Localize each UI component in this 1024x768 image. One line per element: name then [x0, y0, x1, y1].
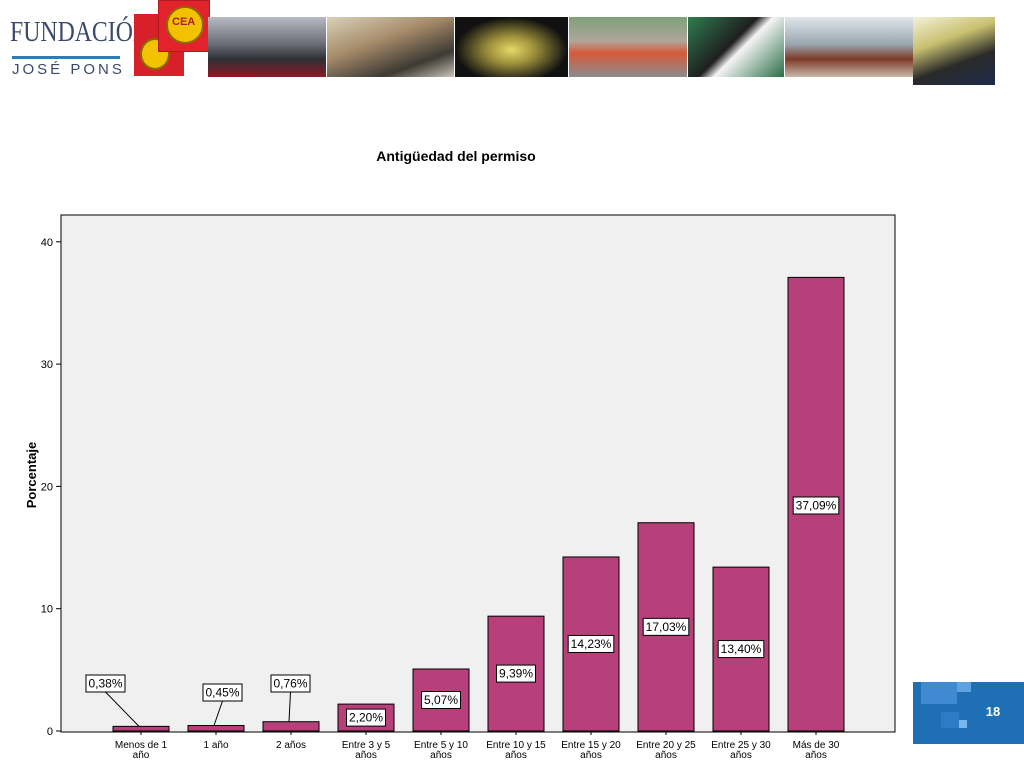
data-label: 14,23% — [571, 637, 612, 651]
x-tick-label: años — [730, 750, 752, 761]
plot-area — [60, 214, 896, 733]
data-label-box — [346, 708, 386, 727]
y-tick-label: 20 — [41, 481, 53, 493]
data-label: 0,45% — [205, 686, 239, 700]
x-tick-label: Entre 15 y 20 — [561, 740, 621, 751]
x-tick-label: años — [805, 750, 827, 761]
bars: 0,38% 0,45% 0,76% 2,20% 5,07% 9,39% 14,23% 17,0… — [85, 276, 845, 732]
data-label: 9,39% — [499, 667, 533, 681]
photo-crash-dummy — [455, 17, 568, 77]
x-tick-label: años — [505, 750, 527, 761]
cea-logo-text: CEA — [172, 16, 196, 28]
data-label: 5,07% — [424, 693, 458, 707]
data-label: 0,76% — [273, 677, 307, 691]
x-tick-label: Entre 10 y 15 — [486, 740, 546, 751]
y-tick-label: 40 — [41, 237, 53, 249]
page-number-badge: 18 — [913, 682, 1024, 744]
data-label-leader — [213, 700, 223, 726]
data-label-box — [421, 690, 461, 709]
photo-road-map — [688, 17, 784, 77]
data-label: 13,40% — [721, 642, 762, 656]
data-label: 17,03% — [646, 620, 687, 634]
y-tick-label: 10 — [41, 604, 53, 616]
photo-police — [913, 17, 995, 85]
y-axis-label: Porcentaje — [24, 442, 39, 508]
decor-tile — [959, 720, 967, 728]
x-tick-label: Más de 30 — [793, 740, 840, 751]
y-axis: 0 10 20 30 40 — [41, 237, 61, 738]
data-label-leader — [288, 691, 291, 722]
photo-traffic — [208, 17, 326, 77]
data-label: 0,38% — [88, 677, 122, 691]
x-tick-label: 1 año — [203, 740, 228, 751]
x-tick-label: Menos de 1 — [115, 740, 168, 751]
bar — [187, 724, 245, 732]
x-tick-label: años — [655, 750, 677, 761]
x-tick-label: Entre 3 y 5 — [342, 740, 391, 751]
x-tick-label: Entre 5 y 10 — [414, 740, 468, 751]
data-label-box — [270, 674, 311, 693]
cea-logo: CEA — [134, 0, 210, 78]
x-tick-label: años — [430, 750, 452, 761]
logo-divider — [12, 56, 120, 59]
data-label-box — [202, 683, 243, 702]
bar — [112, 725, 170, 732]
data-label-box — [642, 617, 690, 636]
chart-title: Antigüedad del permiso — [376, 148, 536, 164]
data-label-box — [496, 664, 536, 683]
bar — [262, 721, 320, 732]
page-number: 18 — [985, 704, 1001, 719]
x-tick-label: año — [133, 750, 150, 761]
decor-tile — [921, 682, 957, 704]
y-tick-label: 0 — [47, 726, 53, 738]
data-label-box — [567, 634, 615, 653]
x-tick-label: años — [355, 750, 377, 761]
x-tick-label: 2 años — [276, 740, 306, 751]
data-label-leader — [105, 691, 140, 727]
data-label-box — [717, 640, 765, 659]
logo-fundacion-line1: FUNDACIÓN — [10, 16, 151, 48]
bar-chart: 0 10 20 30 40 0,38% 0,45% 0,76% 2,20% 5,07% 9,39%… — [24, 214, 896, 761]
data-label-box — [85, 674, 126, 693]
decor-tile — [941, 712, 959, 728]
cea-crest-icon — [166, 6, 204, 44]
photo-cyclists — [569, 17, 687, 77]
fundacion-jose-pons-logo: FUNDACIÓN JOSÉ PONS — [8, 12, 150, 78]
x-tick-label: años — [580, 750, 602, 761]
x-tick-label: Entre 20 y 25 — [636, 740, 696, 751]
decor-tile — [957, 682, 971, 692]
y-tick-label: 30 — [41, 359, 53, 371]
data-label-box — [792, 496, 840, 515]
x-tick-label: Entre 25 y 30 — [711, 740, 771, 751]
data-label: 2,20% — [349, 711, 383, 725]
data-label: 37,09% — [796, 499, 837, 513]
photo-classroom — [327, 17, 454, 77]
logo-fundacion-line2: JOSÉ PONS — [12, 61, 125, 78]
header-banner: FUNDACIÓN JOSÉ PONS CEA — [0, 0, 1024, 90]
photo-students — [785, 17, 913, 77]
